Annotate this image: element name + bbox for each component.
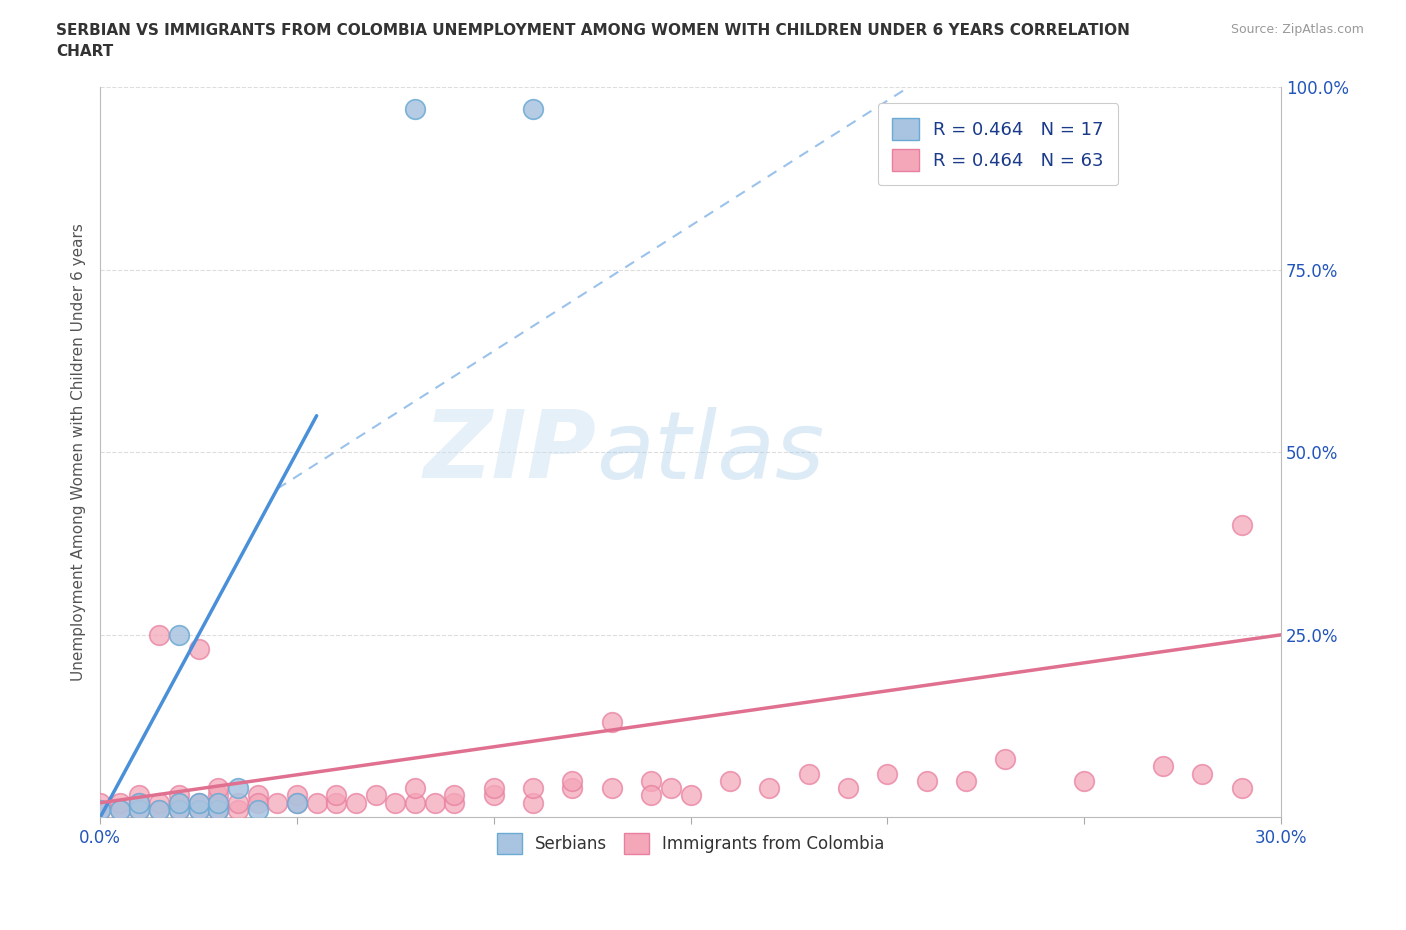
Point bbox=[128, 788, 150, 803]
Point bbox=[207, 803, 229, 817]
Point bbox=[148, 795, 170, 810]
Point bbox=[404, 101, 426, 116]
Point bbox=[561, 774, 583, 789]
Point bbox=[148, 803, 170, 817]
Point bbox=[128, 803, 150, 817]
Point bbox=[325, 795, 347, 810]
Point bbox=[876, 766, 898, 781]
Point bbox=[758, 781, 780, 796]
Point bbox=[285, 788, 308, 803]
Point bbox=[266, 795, 288, 810]
Point bbox=[659, 781, 682, 796]
Point bbox=[187, 642, 209, 657]
Point bbox=[187, 795, 209, 810]
Point bbox=[167, 795, 190, 810]
Point bbox=[640, 788, 662, 803]
Point bbox=[1230, 518, 1253, 533]
Legend: Serbians, Immigrants from Colombia: Serbians, Immigrants from Colombia bbox=[489, 827, 891, 860]
Point bbox=[1191, 766, 1213, 781]
Text: CHART: CHART bbox=[56, 44, 114, 59]
Point bbox=[443, 795, 465, 810]
Point bbox=[955, 774, 977, 789]
Point bbox=[600, 781, 623, 796]
Point bbox=[108, 803, 131, 817]
Text: SERBIAN VS IMMIGRANTS FROM COLOMBIA UNEMPLOYMENT AMONG WOMEN WITH CHILDREN UNDER: SERBIAN VS IMMIGRANTS FROM COLOMBIA UNEM… bbox=[56, 23, 1130, 38]
Point bbox=[384, 795, 406, 810]
Point bbox=[207, 795, 229, 810]
Point bbox=[246, 803, 269, 817]
Y-axis label: Unemployment Among Women with Children Under 6 years: Unemployment Among Women with Children U… bbox=[72, 223, 86, 681]
Text: Source: ZipAtlas.com: Source: ZipAtlas.com bbox=[1230, 23, 1364, 36]
Point bbox=[187, 803, 209, 817]
Point bbox=[285, 795, 308, 810]
Point bbox=[718, 774, 741, 789]
Point bbox=[187, 803, 209, 817]
Point bbox=[423, 795, 446, 810]
Point bbox=[128, 795, 150, 810]
Point bbox=[915, 774, 938, 789]
Point bbox=[207, 803, 229, 817]
Point bbox=[325, 788, 347, 803]
Point bbox=[167, 795, 190, 810]
Point bbox=[640, 774, 662, 789]
Point bbox=[837, 781, 859, 796]
Point bbox=[226, 803, 249, 817]
Point bbox=[522, 781, 544, 796]
Text: atlas: atlas bbox=[596, 406, 824, 498]
Point bbox=[1152, 759, 1174, 774]
Point bbox=[207, 788, 229, 803]
Point bbox=[89, 803, 111, 817]
Point bbox=[797, 766, 820, 781]
Point bbox=[522, 101, 544, 116]
Point bbox=[207, 781, 229, 796]
Point bbox=[89, 795, 111, 810]
Point bbox=[482, 781, 505, 796]
Point bbox=[148, 803, 170, 817]
Point bbox=[482, 788, 505, 803]
Point bbox=[443, 788, 465, 803]
Point bbox=[404, 795, 426, 810]
Point bbox=[207, 795, 229, 810]
Point bbox=[364, 788, 387, 803]
Point bbox=[1073, 774, 1095, 789]
Point bbox=[344, 795, 367, 810]
Point bbox=[246, 788, 269, 803]
Point bbox=[108, 803, 131, 817]
Point bbox=[89, 803, 111, 817]
Point bbox=[108, 795, 131, 810]
Point bbox=[226, 781, 249, 796]
Point bbox=[679, 788, 702, 803]
Point bbox=[285, 795, 308, 810]
Point bbox=[1230, 781, 1253, 796]
Point bbox=[522, 795, 544, 810]
Point bbox=[305, 795, 328, 810]
Point bbox=[187, 795, 209, 810]
Point bbox=[148, 628, 170, 643]
Point bbox=[404, 781, 426, 796]
Text: ZIP: ZIP bbox=[423, 406, 596, 498]
Point bbox=[167, 803, 190, 817]
Point bbox=[167, 628, 190, 643]
Point bbox=[600, 715, 623, 730]
Point bbox=[246, 795, 269, 810]
Point bbox=[167, 788, 190, 803]
Point bbox=[128, 803, 150, 817]
Point bbox=[561, 781, 583, 796]
Point bbox=[167, 803, 190, 817]
Point bbox=[226, 795, 249, 810]
Point bbox=[128, 795, 150, 810]
Point bbox=[994, 751, 1017, 766]
